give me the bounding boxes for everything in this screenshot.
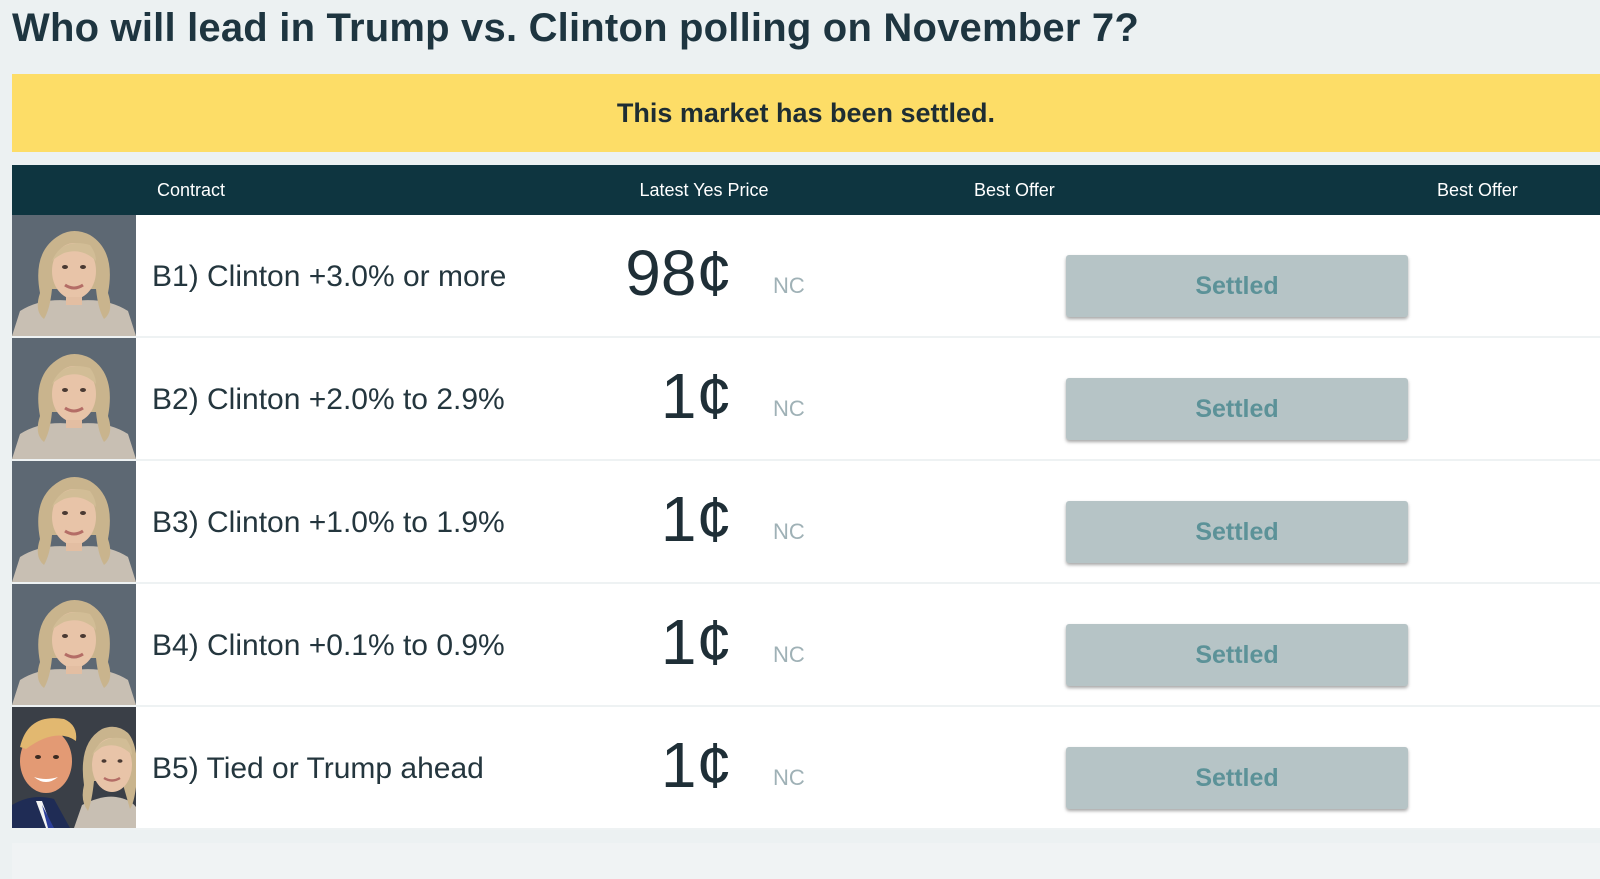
clinton-portrait-avatar <box>12 584 136 705</box>
settled-button[interactable]: Settled <box>1066 624 1408 686</box>
header-best-offer-yes: Best Offer <box>974 180 1055 200</box>
contract-label: B1) Clinton +3.0% or more <box>152 260 507 293</box>
price-change: NC <box>773 273 805 298</box>
settled-banner: This market has been settled. <box>12 74 1600 152</box>
contract-label: B3) Clinton +1.0% to 1.9% <box>152 506 505 539</box>
trump-clinton-portrait-avatar <box>12 707 136 828</box>
settled-button[interactable]: Settled <box>1066 747 1408 809</box>
table-row: B4) Clinton +0.1% to 0.9% 1¢ NC Settled <box>12 584 1600 707</box>
settled-button[interactable]: Settled <box>1066 255 1408 317</box>
latest-yes-price: 1¢ <box>660 729 732 801</box>
trump-clinton-portrait-icon <box>12 707 136 828</box>
clinton-portrait-icon <box>12 584 136 705</box>
header-contract: Contract <box>157 180 226 200</box>
contract-label: B4) Clinton +0.1% to 0.9% <box>152 629 505 662</box>
price-change: NC <box>773 765 805 790</box>
table-row: B2) Clinton +2.0% to 2.9% 1¢ NC Settled <box>12 338 1600 461</box>
table-row: B5) Tied or Trump ahead 1¢ NC Settled <box>12 707 1600 830</box>
contract-label: B5) Tied or Trump ahead <box>152 752 484 785</box>
clinton-portrait-avatar <box>12 461 136 582</box>
table-row: B3) Clinton +1.0% to 1.9% 1¢ NC Settled <box>12 461 1600 584</box>
clinton-portrait-avatar <box>12 215 136 336</box>
contracts-table: Contract Latest Yes Price Best Offer Bes… <box>12 165 1600 830</box>
price-change: NC <box>773 642 805 667</box>
clinton-portrait-avatar <box>12 338 136 459</box>
price-change: NC <box>773 519 805 544</box>
latest-yes-price: 1¢ <box>660 483 732 555</box>
table-footer-strip <box>12 843 1600 879</box>
latest-yes-price: 98¢ <box>625 237 732 309</box>
latest-yes-price: 1¢ <box>660 360 732 432</box>
table-header: Contract Latest Yes Price Best Offer Bes… <box>12 165 1600 215</box>
contract-label: B2) Clinton +2.0% to 2.9% <box>152 383 505 416</box>
price-change: NC <box>773 396 805 421</box>
clinton-portrait-icon <box>12 461 136 582</box>
clinton-portrait-icon <box>12 338 136 459</box>
header-best-offer-no: Best Offer <box>1437 180 1518 200</box>
latest-yes-price: 1¢ <box>660 606 732 678</box>
settled-button[interactable]: Settled <box>1066 378 1408 440</box>
settled-button[interactable]: Settled <box>1066 501 1408 563</box>
page-title: Who will lead in Trump vs. Clinton polli… <box>12 6 1140 50</box>
table-row: B1) Clinton +3.0% or more 98¢ NC Settled <box>12 215 1600 338</box>
clinton-portrait-icon <box>12 215 136 336</box>
header-latest-yes-price: Latest Yes Price <box>639 180 769 200</box>
settled-banner-text: This market has been settled. <box>616 97 996 128</box>
